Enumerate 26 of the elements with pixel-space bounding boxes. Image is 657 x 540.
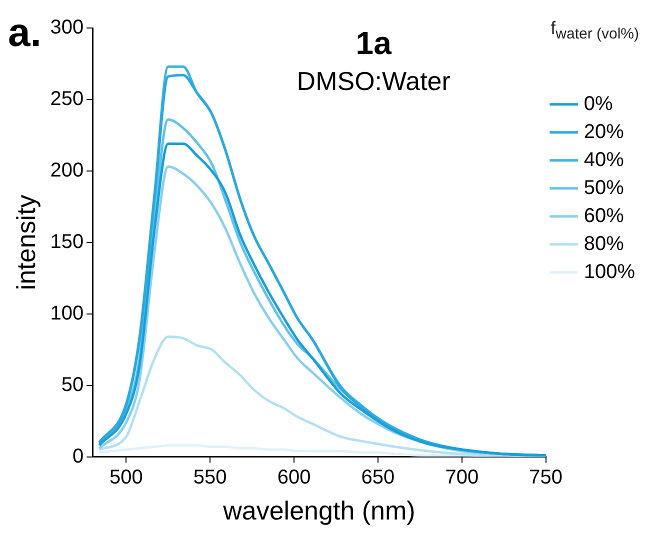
legend-label: 40% — [584, 148, 624, 171]
x-tick-label: 600 — [277, 466, 311, 488]
x-tick-label: 650 — [361, 466, 395, 488]
text: a. — [8, 11, 42, 55]
x-axis-title: wavelength (nm) — [222, 496, 416, 526]
legend-label: 0% — [584, 92, 613, 115]
x-tick-label: 750 — [529, 466, 563, 488]
y-tick-label: 200 — [50, 159, 84, 182]
y-tick-label: 300 — [50, 16, 84, 39]
y-tick-label: 0 — [72, 445, 84, 468]
legend-label: 80% — [584, 232, 624, 255]
legend-label: 20% — [584, 120, 624, 143]
y-tick-label: 250 — [50, 88, 84, 110]
y-tick-label: 150 — [50, 230, 84, 253]
chart-title: 1a — [356, 25, 392, 61]
x-tick-label: 550 — [193, 466, 227, 488]
y-tick-label: 50 — [61, 374, 84, 396]
text: DMSO:Water — [296, 66, 451, 96]
legend-title: f$_{water (vol%)}$ — [550, 18, 639, 43]
legend-label: 100% — [584, 260, 636, 283]
y-axis-title: intensity — [10, 194, 41, 290]
legend-label: 50% — [584, 176, 624, 199]
y-tick-label: 100 — [50, 302, 84, 324]
legend-label: 60% — [584, 204, 624, 227]
x-tick-label: 700 — [445, 466, 479, 488]
x-tick-label: 500 — [109, 466, 143, 488]
